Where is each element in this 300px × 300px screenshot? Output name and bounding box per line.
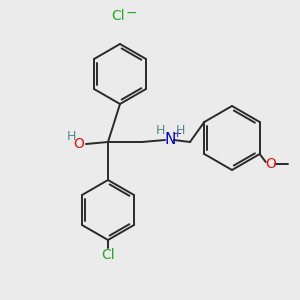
Text: Cl: Cl <box>101 248 115 262</box>
Text: H: H <box>155 124 165 136</box>
Text: H: H <box>66 130 76 142</box>
Text: −: − <box>125 6 137 20</box>
Text: N: N <box>164 133 176 148</box>
Text: Cl: Cl <box>111 9 125 23</box>
Text: H: H <box>175 124 185 136</box>
Text: O: O <box>74 137 84 151</box>
Text: O: O <box>265 157 276 171</box>
Text: +: + <box>172 129 182 139</box>
